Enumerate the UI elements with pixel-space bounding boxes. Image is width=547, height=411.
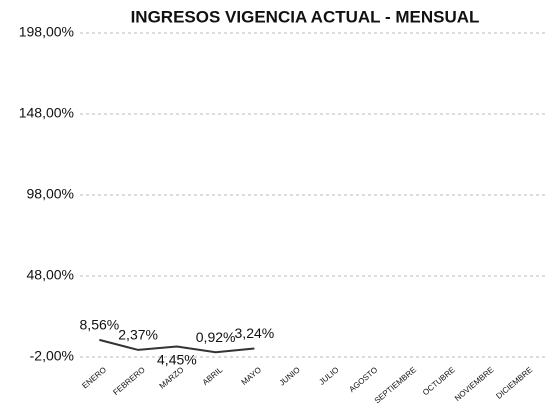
data-label: 2,37% — [118, 327, 158, 343]
line — [99, 338, 255, 354]
x-tick-label: AGOSTO — [347, 365, 379, 394]
data-label: 0,92% — [196, 329, 236, 345]
x-tick-label: MARZO — [158, 365, 186, 390]
x-tick-label: SEPTIEMBRE — [373, 365, 418, 405]
data-label: 4,45% — [157, 351, 197, 367]
data-label: 8,56% — [80, 317, 120, 333]
x-tick-label: JULIO — [317, 365, 340, 386]
x-tick-label: OCTUBRE — [421, 365, 457, 397]
chart-title: INGRESOS VIGENCIA ACTUAL - MENSUAL — [131, 7, 480, 26]
x-tick-label: ENERO — [80, 365, 108, 390]
y-tick-label: 98,00% — [27, 186, 74, 202]
x-tick-label: DICIEMBRE — [494, 365, 534, 400]
y-tick-label: 198,00% — [19, 24, 74, 40]
y-tick-label: 148,00% — [19, 105, 74, 121]
x-tick-label: ABRIL — [201, 365, 225, 387]
data-label: 3,24% — [235, 325, 275, 341]
x-tick-label: FEBRERO — [111, 365, 146, 397]
x-tick-label: MAYO — [240, 365, 263, 387]
x-tick-label: NOVIEMBRE — [453, 365, 496, 403]
x-tick-label: JUNIO — [278, 365, 302, 387]
y-tick-label: -2,00% — [30, 348, 74, 364]
y-tick-label: 48,00% — [27, 267, 74, 283]
